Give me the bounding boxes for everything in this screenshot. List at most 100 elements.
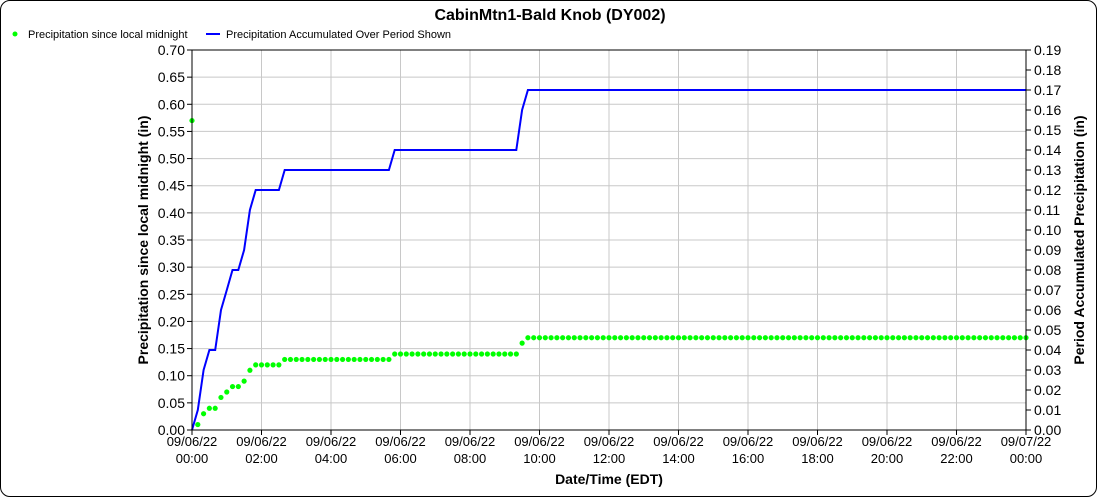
data-point bbox=[982, 335, 989, 341]
data-point bbox=[774, 335, 780, 341]
data-point bbox=[710, 335, 716, 341]
x-tick-label-time: 10:00 bbox=[523, 451, 556, 466]
data-point bbox=[878, 335, 884, 341]
x-tick-label-date: 09/06/22 bbox=[931, 434, 982, 449]
data-point bbox=[357, 356, 363, 363]
data-point bbox=[884, 335, 890, 341]
y-left-tick-label: 0.30 bbox=[158, 259, 185, 275]
data-point bbox=[907, 335, 913, 341]
data-point bbox=[536, 335, 543, 341]
data-point bbox=[641, 335, 647, 341]
data-point bbox=[820, 335, 826, 341]
data-point bbox=[1006, 335, 1012, 341]
x-tick-label-date: 09/06/22 bbox=[445, 434, 496, 449]
y-right-tick-label: 0.16 bbox=[1034, 102, 1061, 118]
data-point bbox=[988, 335, 994, 341]
x-tick-label-time: 04:00 bbox=[315, 451, 348, 466]
data-point bbox=[322, 356, 328, 363]
data-point bbox=[276, 362, 282, 368]
data-point bbox=[965, 335, 971, 341]
y-left-tick-label: 0.35 bbox=[158, 232, 185, 248]
data-point bbox=[339, 356, 346, 363]
data-point bbox=[548, 335, 554, 341]
data-point bbox=[629, 335, 635, 341]
y-left-tick-label: 0.00 bbox=[158, 422, 185, 438]
data-point bbox=[409, 351, 415, 357]
data-point bbox=[589, 335, 595, 341]
data-point bbox=[560, 335, 566, 341]
x-tick-label-time: 16:00 bbox=[732, 451, 765, 466]
x-tick-label-date: 09/06/22 bbox=[375, 434, 426, 449]
data-point bbox=[994, 335, 1000, 341]
data-point bbox=[502, 351, 508, 357]
data-point bbox=[699, 335, 705, 341]
data-point bbox=[1000, 335, 1006, 341]
data-point bbox=[623, 335, 629, 341]
y-left-tick-label: 0.15 bbox=[158, 341, 185, 357]
y-right-tick-label: 0.09 bbox=[1034, 242, 1061, 258]
y-right-tick-label: 0.12 bbox=[1034, 182, 1061, 198]
data-point bbox=[507, 351, 514, 357]
y-right-tick-label: 0.08 bbox=[1034, 262, 1061, 278]
y-right-tick-label: 0.13 bbox=[1034, 162, 1061, 178]
legend-label-accumulated: Precipitation Accumulated Over Period Sh… bbox=[226, 29, 451, 41]
data-point bbox=[247, 367, 253, 373]
y-right-tick-label: 0.17 bbox=[1034, 82, 1061, 98]
x-tick-label-time: 18:00 bbox=[801, 451, 834, 466]
data-point bbox=[890, 335, 896, 341]
y-left-tick-label: 0.40 bbox=[158, 205, 185, 221]
data-point bbox=[253, 362, 259, 368]
data-point bbox=[519, 340, 525, 346]
data-point bbox=[450, 351, 456, 357]
data-point bbox=[600, 335, 606, 341]
data-point bbox=[687, 335, 693, 341]
data-point bbox=[756, 335, 763, 341]
x-tick-label-date: 09/06/22 bbox=[723, 434, 774, 449]
data-point bbox=[235, 383, 241, 390]
data-point bbox=[513, 351, 519, 357]
data-point bbox=[745, 335, 751, 341]
x-tick-label-date: 09/06/22 bbox=[862, 434, 913, 449]
data-point bbox=[936, 335, 942, 341]
y-left-tick-label: 0.10 bbox=[158, 368, 185, 384]
y-right-tick-label: 0.14 bbox=[1034, 142, 1061, 158]
data-point bbox=[728, 335, 734, 341]
data-point bbox=[733, 335, 740, 341]
data-point bbox=[368, 356, 375, 363]
data-point bbox=[374, 356, 380, 363]
data-point bbox=[594, 335, 601, 341]
data-point bbox=[953, 335, 960, 341]
y-left-tick-label: 0.65 bbox=[158, 69, 185, 85]
data-point bbox=[762, 335, 768, 341]
y-axis-right-title: Period Accumulated Precipitation (in) bbox=[1071, 115, 1087, 364]
data-point bbox=[392, 351, 398, 357]
data-point bbox=[803, 335, 809, 341]
data-point bbox=[432, 351, 438, 357]
x-tick-label-time: 02:00 bbox=[245, 451, 278, 466]
data-point bbox=[971, 335, 977, 341]
data-point bbox=[229, 383, 236, 390]
y-left-tick-label: 0.50 bbox=[158, 151, 185, 167]
x-tick-label-time: 06:00 bbox=[384, 451, 417, 466]
data-point bbox=[571, 335, 577, 341]
data-point bbox=[525, 335, 531, 341]
y-axis-left-title: Precipitation since local midnight (in) bbox=[135, 116, 151, 365]
data-point bbox=[826, 335, 832, 341]
data-point bbox=[913, 335, 919, 341]
x-tick-label-date: 09/06/22 bbox=[584, 434, 635, 449]
data-point bbox=[583, 335, 589, 341]
y-right-tick-label: 0.10 bbox=[1034, 222, 1061, 238]
data-point bbox=[403, 351, 409, 357]
data-point bbox=[780, 335, 786, 341]
data-point bbox=[693, 335, 699, 341]
y-right-tick-label: 0.05 bbox=[1034, 322, 1061, 338]
data-point bbox=[658, 335, 664, 341]
data-point bbox=[363, 356, 369, 363]
x-tick-label-date: 09/06/22 bbox=[514, 434, 565, 449]
data-point bbox=[948, 335, 954, 341]
y-right-tick-label: 0.15 bbox=[1034, 122, 1061, 138]
x-tick-label-date: 09/07/22 bbox=[1001, 434, 1052, 449]
data-point bbox=[316, 356, 323, 363]
data-point bbox=[531, 335, 537, 341]
